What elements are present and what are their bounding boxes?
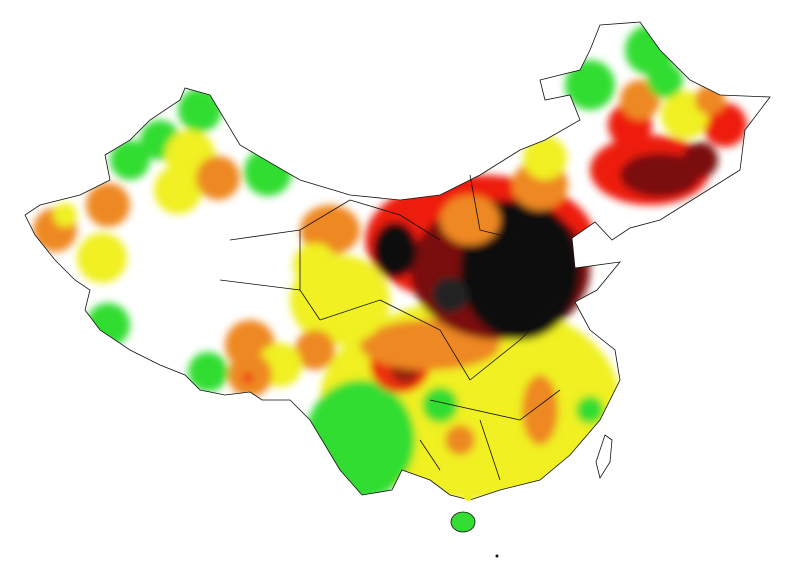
borders [24, 21, 771, 501]
map-region [523, 136, 567, 180]
map-region [522, 375, 558, 445]
map-region [86, 183, 130, 227]
map-region [110, 140, 150, 180]
map-region [305, 380, 415, 500]
map-region [373, 222, 417, 278]
map-region [300, 205, 360, 255]
map-region [432, 277, 468, 313]
map-region [196, 156, 240, 200]
map-region [154, 166, 202, 214]
map-region [445, 425, 475, 455]
map-region [243, 373, 253, 383]
hainan [450, 511, 476, 533]
map-region [295, 330, 335, 370]
map-region [244, 148, 292, 196]
map-region [620, 80, 660, 120]
leizhou [464, 493, 472, 501]
taiwan [595, 434, 613, 480]
blobs [33, 25, 747, 500]
map-region [565, 60, 615, 110]
islet [495, 554, 499, 558]
map-region [620, 153, 700, 197]
map-region [178, 88, 222, 132]
map-region [77, 233, 127, 283]
map-region [647, 62, 683, 98]
map-region [86, 303, 130, 347]
map-region [576, 396, 604, 424]
province-borders [219, 174, 561, 481]
map-region [188, 352, 228, 392]
map-region [295, 290, 335, 330]
map-region [440, 195, 500, 245]
map-region [695, 85, 725, 115]
map-region [682, 142, 718, 178]
pollution-fill [33, 25, 747, 500]
map-region [422, 387, 458, 423]
map-region [53, 203, 77, 227]
bohai-sea [590, 225, 620, 258]
